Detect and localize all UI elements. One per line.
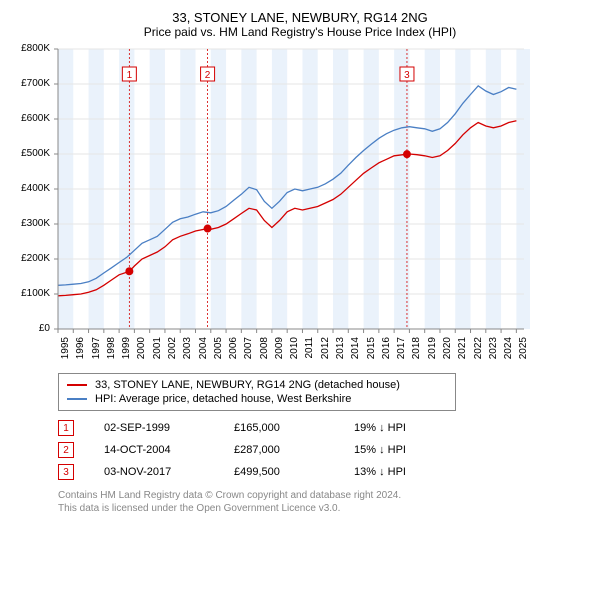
sale-dot	[204, 225, 212, 233]
x-axis-label: 1999	[121, 337, 132, 367]
x-axis-label: 2002	[167, 337, 178, 367]
x-axis-label: 2010	[289, 337, 300, 367]
sale-pct: 13% ↓ HPI	[354, 466, 444, 478]
sale-dot	[403, 150, 411, 158]
sale-price: £499,500	[234, 466, 324, 478]
x-axis-label: 2025	[518, 337, 529, 367]
sale-number: 3	[404, 70, 410, 81]
sale-row: 1 02-SEP-1999 £165,000 19% ↓ HPI	[58, 417, 590, 439]
y-axis-label: £500K	[10, 148, 50, 159]
sale-row: 3 03-NOV-2017 £499,500 13% ↓ HPI	[58, 461, 590, 483]
x-axis-label: 2007	[243, 337, 254, 367]
sale-date: 14-OCT-2004	[104, 444, 204, 456]
x-axis-label: 2021	[457, 337, 468, 367]
sale-pct: 19% ↓ HPI	[354, 422, 444, 434]
sale-date: 02-SEP-1999	[104, 422, 204, 434]
chart-subtitle: Price paid vs. HM Land Registry's House …	[10, 25, 590, 39]
x-axis-label: 2019	[427, 337, 438, 367]
x-axis-label: 2008	[259, 337, 270, 367]
x-axis-label: 2000	[136, 337, 147, 367]
x-axis-label: 2006	[228, 337, 239, 367]
legend-row: 33, STONEY LANE, NEWBURY, RG14 2NG (deta…	[67, 378, 447, 392]
x-axis-label: 2016	[381, 337, 392, 367]
footnote: Contains HM Land Registry data © Crown c…	[58, 489, 590, 515]
x-axis-label: 2022	[473, 337, 484, 367]
x-axis-label: 2003	[182, 337, 193, 367]
y-axis-label: £200K	[10, 253, 50, 264]
footnote-line: Contains HM Land Registry data © Crown c…	[58, 489, 590, 502]
sale-pct: 15% ↓ HPI	[354, 444, 444, 456]
x-axis-label: 1997	[91, 337, 102, 367]
legend-swatch	[67, 398, 87, 400]
legend-label: 33, STONEY LANE, NEWBURY, RG14 2NG (deta…	[95, 379, 400, 391]
y-axis-label: £800K	[10, 43, 50, 54]
chart-area: 1 2 3 £0 £100K £200K £300K £400K £500K £600K £700K…	[10, 45, 530, 365]
y-axis-label: £0	[10, 323, 50, 334]
x-axis-label: 2020	[442, 337, 453, 367]
y-axis-label: £400K	[10, 183, 50, 194]
y-axis-label: £300K	[10, 218, 50, 229]
x-axis-label: 2013	[335, 337, 346, 367]
legend-row: HPI: Average price, detached house, West…	[67, 392, 447, 406]
x-axis-label: 2011	[304, 337, 315, 367]
footnote-line: This data is licensed under the Open Gov…	[58, 502, 590, 515]
x-axis-label: 1996	[75, 337, 86, 367]
x-axis-label: 2023	[488, 337, 499, 367]
x-axis-label: 2014	[350, 337, 361, 367]
x-axis-label: 2017	[396, 337, 407, 367]
y-axis-label: £700K	[10, 78, 50, 89]
sale-row: 2 14-OCT-2004 £287,000 15% ↓ HPI	[58, 439, 590, 461]
x-axis-label: 1995	[60, 337, 71, 367]
x-axis-label: 2024	[503, 337, 514, 367]
x-axis-label: 2001	[152, 337, 163, 367]
sale-marker-box: 3	[58, 464, 74, 480]
sale-number: 1	[127, 70, 133, 81]
sale-date: 03-NOV-2017	[104, 466, 204, 478]
x-axis-label: 2004	[198, 337, 209, 367]
chart-title: 33, STONEY LANE, NEWBURY, RG14 2NG	[10, 10, 590, 25]
sale-price: £165,000	[234, 422, 324, 434]
sales-table: 1 02-SEP-1999 £165,000 19% ↓ HPI 2 14-OCT-200…	[58, 417, 590, 483]
sale-marker-box: 1	[58, 420, 74, 436]
sale-dot	[125, 267, 133, 275]
x-axis-label: 2009	[274, 337, 285, 367]
x-axis-label: 2012	[320, 337, 331, 367]
legend-swatch	[67, 384, 87, 386]
chart-svg: 1 2 3	[10, 45, 530, 365]
sale-price: £287,000	[234, 444, 324, 456]
x-axis-label: 2005	[213, 337, 224, 367]
x-axis-label: 1998	[106, 337, 117, 367]
sale-marker-box: 2	[58, 442, 74, 458]
x-axis-label: 2018	[411, 337, 422, 367]
legend-label: HPI: Average price, detached house, West…	[95, 393, 351, 405]
y-axis-label: £600K	[10, 113, 50, 124]
y-axis-label: £100K	[10, 288, 50, 299]
legend: 33, STONEY LANE, NEWBURY, RG14 2NG (deta…	[58, 373, 456, 411]
sale-number: 2	[205, 70, 211, 81]
x-axis-label: 2015	[366, 337, 377, 367]
